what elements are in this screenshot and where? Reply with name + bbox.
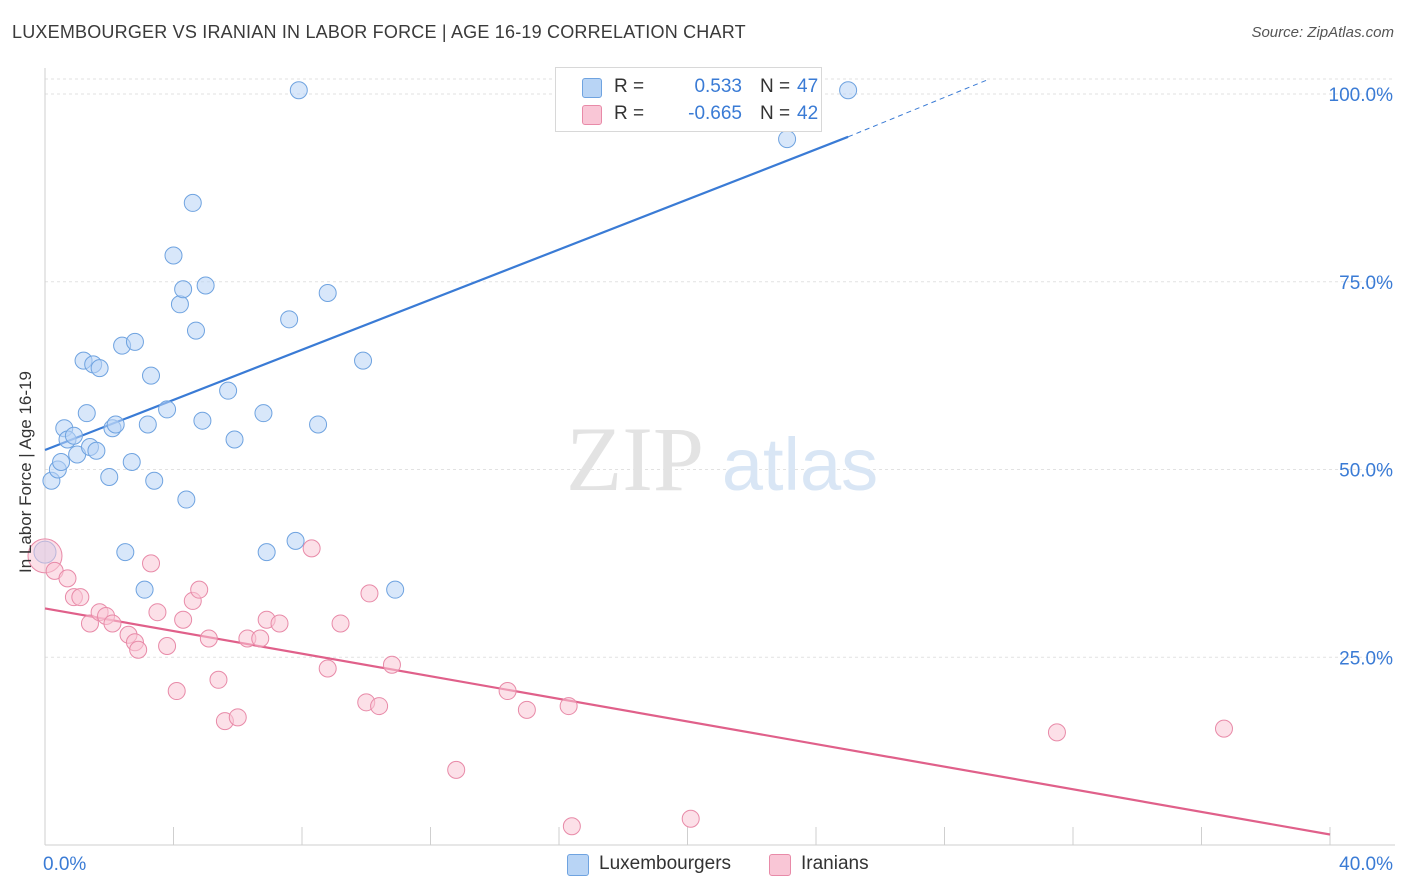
iranian-point (517, 700, 536, 719)
legend-r-label: R = (614, 76, 645, 97)
luxembourger-point (164, 246, 183, 265)
iranian-point (174, 610, 193, 629)
tick-labels: 25.0% 50.0% 75.0% 100.0% 0.0% 40.0% (43, 85, 1393, 875)
luxembourger-point (77, 404, 96, 423)
iranian-point (681, 809, 700, 828)
luxembourger-point (122, 453, 141, 471)
iranian-point (190, 580, 209, 599)
data-points (27, 81, 1233, 836)
legend-swatch-luxembourgers (582, 78, 602, 98)
luxembourger-point (225, 430, 244, 449)
iranian-point (331, 614, 350, 633)
luxembourger-point (183, 193, 202, 212)
iranian-point (270, 614, 289, 633)
legend-swatch-iranians (582, 105, 602, 125)
y-tick-label: 75.0% (1339, 273, 1393, 294)
legend-n-value: 42 (797, 103, 819, 124)
luxembourger-trend-line (44, 135, 849, 452)
iranian-point (71, 588, 90, 607)
luxembourger-point (100, 468, 119, 487)
luxembourger-point (193, 411, 212, 430)
x-tick-label-max: 40.0% (1339, 854, 1393, 875)
luxembourger-point (196, 276, 215, 295)
legend-n-value: 47 (797, 76, 819, 97)
legend-r-value: 0.533 (694, 76, 742, 97)
luxembourger-point (106, 415, 125, 434)
luxembourger-point (145, 471, 164, 490)
iranian-point (447, 760, 466, 779)
source-credit: Source: ZipAtlas.com (1251, 24, 1394, 41)
luxembourger-point (257, 543, 276, 562)
iranian-point (360, 584, 379, 603)
luxembourger-point (778, 130, 797, 149)
iranian-point (498, 682, 517, 701)
luxembourger-trend-extension (847, 78, 990, 138)
iranian-point (199, 629, 218, 648)
watermark: ZIP atlas (566, 408, 878, 510)
axes (44, 68, 1395, 846)
y-axis-label: In Labor Force | Age 16-19 (16, 371, 35, 573)
iranian-point (103, 614, 122, 633)
luxembourger-point (286, 531, 305, 550)
y-tick-label: 50.0% (1339, 461, 1393, 482)
luxembourger-point (52, 453, 71, 471)
iranian-point (228, 708, 247, 727)
luxembourger-point (309, 415, 328, 434)
iranian-point (302, 539, 321, 558)
luxembourger-point (354, 351, 373, 370)
luxembourger-point (186, 321, 205, 340)
luxembourger-point (135, 580, 154, 599)
luxembourger-point (64, 426, 83, 445)
luxembourger-point (839, 81, 858, 100)
luxembourger-point (90, 359, 109, 378)
iranian-point (251, 629, 270, 648)
luxembourger-point (280, 310, 299, 329)
luxembourger-point (254, 404, 273, 423)
luxembourger-point (177, 490, 196, 509)
luxembourger-point (142, 366, 161, 385)
legend-n-label: N = (760, 103, 791, 124)
y-tick-label: 25.0% (1339, 648, 1393, 669)
iranian-point (318, 659, 337, 678)
luxembourger-point (174, 280, 193, 299)
iranian-point (562, 817, 581, 836)
luxembourger-point (125, 332, 144, 351)
iranian-point (129, 640, 148, 659)
luxembourger-point (289, 81, 308, 100)
iranian-point (559, 697, 578, 716)
chart-title: LUXEMBOURGER VS IRANIAN IN LABOR FORCE |… (12, 22, 746, 42)
legend-n-label: N = (760, 76, 791, 97)
iranian-point (167, 682, 186, 701)
iranian-point (58, 569, 77, 588)
bottom-legend-label-luxembourgers: Luxembourgers (599, 853, 732, 874)
iranian-point (1214, 719, 1233, 738)
iranian-point (1047, 723, 1066, 742)
legend-r-value: -0.665 (688, 103, 742, 124)
bottom-legend-label-iranians: Iranians (801, 853, 869, 874)
luxembourger-point (87, 441, 106, 460)
luxembourger-point (219, 381, 238, 400)
legend-r-label: R = (614, 103, 645, 124)
luxembourger-point (158, 400, 177, 419)
luxembourger-point (318, 284, 337, 303)
luxembourger-point (138, 415, 157, 434)
x-tick-label-min: 0.0% (43, 854, 86, 875)
gridlines (45, 78, 1395, 658)
luxembourger-point (116, 543, 135, 562)
iranian-point (148, 603, 167, 622)
bottom-legend-swatch-luxembourgers (567, 854, 589, 876)
iranian-point (142, 554, 161, 573)
iranian-point (370, 697, 389, 716)
iranian-point (382, 655, 401, 674)
watermark-atlas: atlas (722, 423, 878, 506)
stats-legend: R = 0.533 N = 47 R = -0.665 N = 42 (555, 67, 822, 132)
iranian-point (158, 636, 177, 655)
luxembourger-point (386, 580, 405, 599)
y-tick-label: 100.0% (1329, 85, 1394, 106)
bottom-legend-swatch-iranians (769, 854, 791, 876)
iranian-point (209, 670, 228, 689)
watermark-zip: ZIP (566, 408, 704, 510)
luxembourger-point (170, 295, 189, 314)
